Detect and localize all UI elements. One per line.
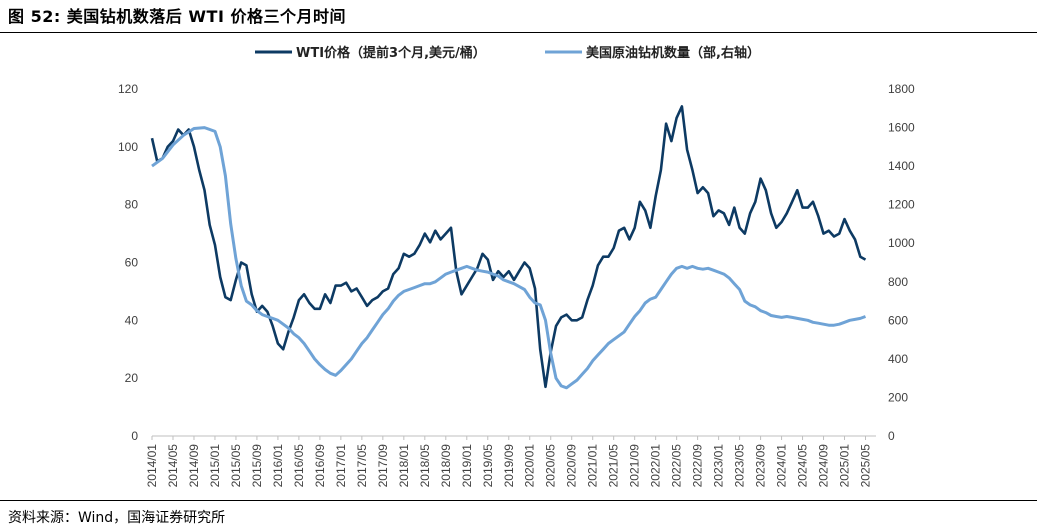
x-tick-label: 2019/01 (460, 444, 474, 488)
x-tick-label: 2021/05 (607, 444, 621, 488)
y-left-tick-label: 80 (125, 198, 139, 212)
y-right-tick-label: 600 (888, 313, 908, 327)
x-tick-label: 2019/05 (481, 444, 495, 488)
x-tick-label: 2018/09 (439, 444, 453, 488)
x-tick-label: 2020/05 (544, 444, 558, 488)
x-tick-label: 2019/09 (502, 444, 516, 488)
x-tick-label: 2014/05 (166, 444, 180, 488)
series-line-wti (150, 105, 867, 389)
x-tick-label: 2023/05 (733, 444, 747, 488)
legend: WTI价格（提前3个月,美元/桶） 美国原油钻机数量（部,右轴） (255, 45, 760, 61)
y-right-tick-label: 400 (888, 352, 908, 366)
x-tick-label: 2025/01 (838, 444, 852, 488)
x-tick-label: 2020/01 (523, 444, 537, 488)
x-tick-label: 2014/09 (187, 444, 201, 488)
y-right-tick-label: 1800 (888, 82, 915, 96)
x-tick-label: 2018/01 (397, 444, 411, 488)
x-tick-label: 2024/01 (775, 444, 789, 488)
y-left-tick-label: 100 (118, 140, 138, 154)
x-tick-label: 2017/05 (355, 444, 369, 488)
x-tick-label: 2024/09 (817, 444, 831, 488)
y-left-tick-label: 0 (131, 429, 138, 443)
y-right-tick-label: 1600 (888, 121, 915, 135)
x-tick-label: 2023/09 (754, 444, 768, 488)
x-tick-label: 2014/01 (145, 444, 159, 488)
series-group (150, 105, 867, 390)
x-tick-label: 2022/01 (649, 444, 663, 488)
y-left-tick-label: 60 (125, 256, 139, 270)
y-right-tick-label: 0 (888, 429, 895, 443)
legend-label-rig: 美国原油钻机数量（部,右轴） (586, 45, 760, 61)
y-right-tick-label: 800 (888, 275, 908, 289)
figure-title: 图 52: 美国钻机数落后 WTI 价格三个月时间 (8, 7, 346, 26)
x-tick-label: 2022/09 (691, 444, 705, 488)
source-note: 资料来源：Wind，国海证券研究所 (8, 510, 226, 526)
x-tick-label: 2015/01 (208, 444, 222, 488)
x-tick-label: 2021/01 (586, 444, 600, 488)
axes: 0204060801001200200400600800100012001400… (118, 82, 915, 487)
x-tick-label: 2016/05 (292, 444, 306, 488)
x-tick-label: 2015/09 (250, 444, 264, 488)
x-tick-label: 2020/09 (565, 444, 579, 488)
series-line-rig-count (151, 126, 867, 390)
x-tick-label: 2024/05 (796, 444, 810, 488)
y-right-tick-label: 1400 (888, 159, 915, 173)
title-rule (0, 32, 1037, 33)
y-left-tick-label: 120 (118, 82, 138, 96)
y-right-tick-label: 200 (888, 390, 908, 404)
x-tick-label: 2021/09 (628, 444, 642, 488)
y-right-tick-label: 1000 (888, 236, 915, 250)
x-tick-label: 2023/01 (712, 444, 726, 488)
x-tick-label: 2025/05 (859, 444, 873, 488)
y-left-tick-label: 20 (125, 371, 139, 385)
x-tick-label: 2015/05 (229, 444, 243, 488)
x-tick-label: 2022/05 (670, 444, 684, 488)
y-left-tick-label: 40 (125, 313, 139, 327)
x-tick-label: 2016/09 (313, 444, 327, 488)
x-tick-label: 2018/05 (418, 444, 432, 488)
x-tick-label: 2017/09 (376, 444, 390, 488)
x-tick-label: 2016/01 (271, 444, 285, 488)
source-rule (0, 500, 1037, 501)
y-right-tick-label: 1200 (888, 198, 915, 212)
legend-label-wti: WTI价格（提前3个月,美元/桶） (296, 45, 486, 61)
x-tick-label: 2017/01 (334, 444, 348, 488)
